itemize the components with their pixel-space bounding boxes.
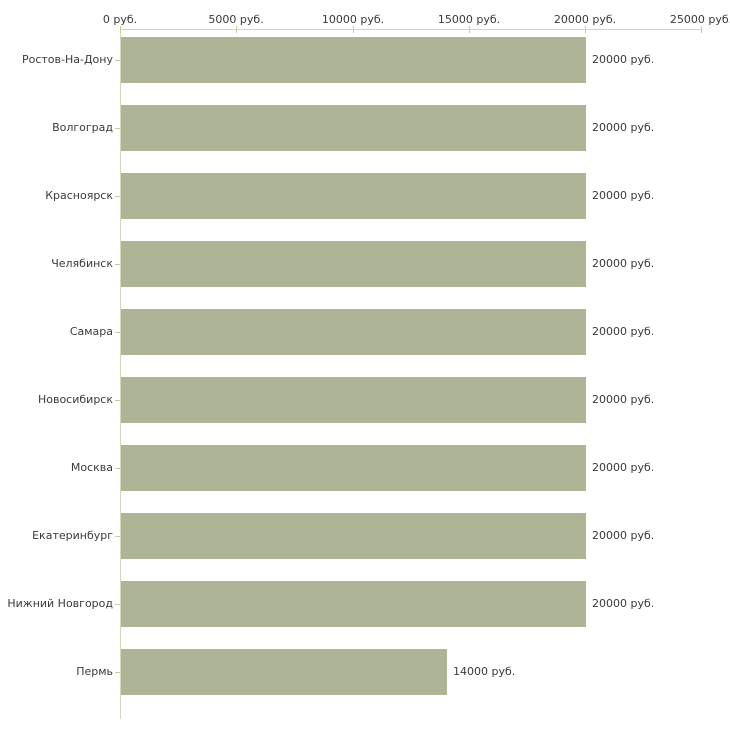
- x-axis-tick-label: 15000 руб.: [437, 13, 501, 26]
- bar: [121, 513, 586, 559]
- value-label: 20000 руб.: [592, 257, 655, 270]
- value-label: 20000 руб.: [592, 393, 655, 406]
- bar: [121, 37, 586, 83]
- category-label: Красноярск: [45, 189, 113, 202]
- bar: [121, 173, 586, 219]
- category-label: Пермь: [76, 665, 113, 678]
- x-axis-line: [120, 29, 702, 30]
- x-axis-tick: [236, 26, 237, 33]
- x-axis-tick: [585, 26, 586, 33]
- value-label: 20000 руб.: [592, 121, 655, 134]
- x-axis-tick: [469, 26, 470, 33]
- category-tick: [115, 60, 120, 61]
- x-axis-tick: [120, 26, 121, 33]
- category-tick: [115, 196, 120, 197]
- value-label: 20000 руб.: [592, 189, 655, 202]
- category-tick: [115, 536, 120, 537]
- category-tick: [115, 672, 120, 673]
- category-label: Ростов-На-Дону: [21, 53, 113, 66]
- bar: [121, 649, 447, 695]
- category-label: Челябинск: [51, 257, 113, 270]
- bar: [121, 581, 586, 627]
- bar: [121, 377, 586, 423]
- category-label: Волгоград: [52, 121, 113, 134]
- category-label: Москва: [70, 461, 113, 474]
- x-axis-tick: [353, 26, 354, 33]
- value-label: 20000 руб.: [592, 325, 655, 338]
- x-axis-tick-label: 20000 руб.: [553, 13, 617, 26]
- category-tick: [115, 604, 120, 605]
- category-tick: [115, 128, 120, 129]
- bar: [121, 105, 586, 151]
- category-tick: [115, 400, 120, 401]
- value-label: 20000 руб.: [592, 529, 655, 542]
- x-axis-tick-label: 5000 руб.: [208, 13, 264, 26]
- bar: [121, 241, 586, 287]
- category-label: Екатеринбург: [32, 529, 113, 542]
- value-label: 20000 руб.: [592, 597, 655, 610]
- category-label: Самара: [69, 325, 113, 338]
- y-axis-line: [120, 29, 121, 719]
- value-label: 20000 руб.: [592, 461, 655, 474]
- x-axis-tick-label: 0 руб.: [102, 13, 138, 26]
- value-label: 14000 руб.: [453, 665, 516, 678]
- x-axis-tick: [701, 26, 702, 33]
- category-tick: [115, 264, 120, 265]
- x-axis-tick-label: 25000 руб.: [669, 13, 730, 26]
- value-label: 20000 руб.: [592, 53, 655, 66]
- category-label: Нижний Новгород: [7, 597, 113, 610]
- bar: [121, 445, 586, 491]
- category-label: Новосибирск: [37, 393, 113, 406]
- category-tick: [115, 468, 120, 469]
- category-tick: [115, 332, 120, 333]
- x-axis-tick-label: 10000 руб.: [321, 13, 385, 26]
- bar: [121, 309, 586, 355]
